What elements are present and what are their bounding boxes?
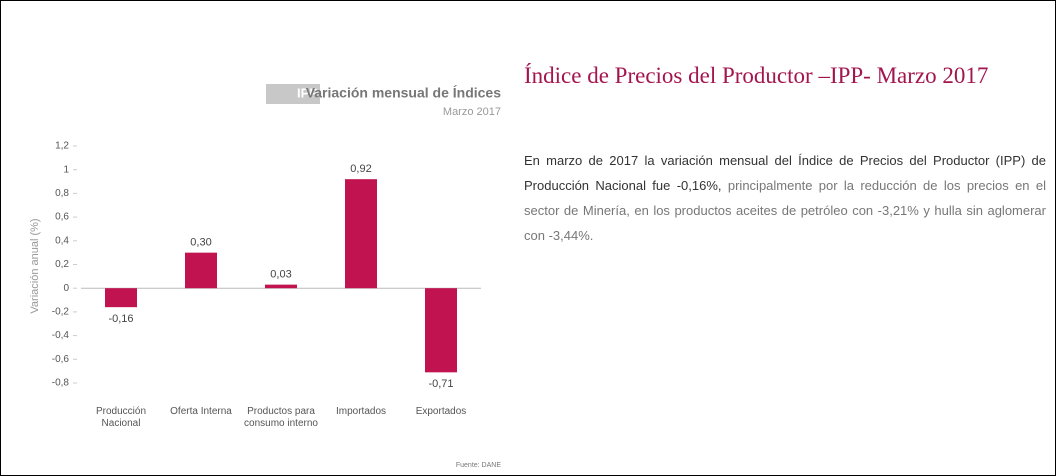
y-tick-label: -0,6 (52, 354, 70, 365)
x-tick-label: Productos para consumo interno (244, 406, 318, 429)
bar (265, 284, 297, 289)
chart-subtitle: Marzo 2017 (443, 106, 501, 118)
y-tick-label: 0,4 (55, 235, 69, 246)
value-label: -0,71 (428, 378, 453, 390)
y-tick-label: 0,2 (55, 259, 69, 270)
y-tick-label: 0,8 (55, 188, 69, 199)
paragraph-bold: En marzo de 2017 la variación mensual de… (524, 153, 1046, 193)
badge: IPP (297, 85, 318, 100)
y-tick-label: 0,6 (55, 212, 69, 223)
y-tick-label: -0,2 (52, 307, 70, 318)
badge-box (266, 84, 320, 104)
x-tick-label: Exportados (415, 406, 467, 417)
value-label: 0,03 (270, 269, 291, 281)
article-paragraph: En marzo de 2017 la variación mensual de… (524, 148, 1046, 248)
bar (345, 179, 377, 289)
value-label: 0,92 (350, 163, 371, 175)
bar (425, 288, 457, 373)
bar (185, 252, 217, 289)
source: Fuente: DANE (456, 462, 501, 469)
y-tick-label: 1 (63, 164, 69, 175)
x-tick-label: Importados (335, 406, 387, 417)
value-label: -0,16 (108, 313, 133, 325)
article-title: Índice de Precios del Productor –IPP- Ma… (524, 63, 989, 88)
y-tick-label: -0,8 (52, 378, 70, 389)
bar (105, 288, 137, 308)
value-label: 0,30 (190, 237, 211, 249)
y-tick-label: 0 (63, 283, 69, 294)
paragraph-rest: principalmente por la reducción de los p… (524, 178, 1046, 243)
x-tick-label: Producción Nacional (95, 406, 147, 429)
y-axis-label: Variación anual (%) (29, 218, 41, 313)
y-tick-label: -0,4 (52, 330, 70, 341)
chart-title: Variación mensual de Índices (306, 85, 502, 101)
x-tick-label: Oferta Interna (170, 406, 232, 417)
y-tick-label: 1,2 (55, 141, 69, 152)
